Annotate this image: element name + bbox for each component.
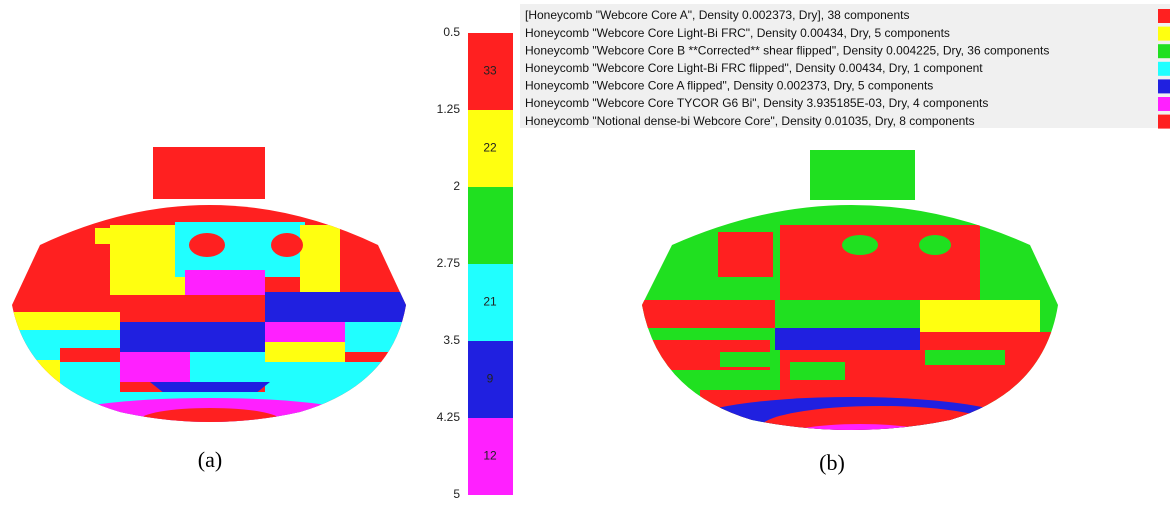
segment-label: 12 — [483, 449, 497, 463]
caption: (a) — [198, 447, 222, 472]
legend-swatch — [1158, 62, 1170, 76]
legend-entry: Honeycomb "Notional dense-bi Webcore Cor… — [525, 114, 975, 128]
tick-label: 4.25 — [437, 410, 461, 424]
tick-label: 2 — [453, 179, 460, 193]
legend-swatch — [1158, 9, 1170, 23]
model-a: (a) — [0, 147, 420, 472]
tick-label: 1.25 — [437, 102, 461, 116]
legend-swatch — [1158, 44, 1170, 58]
figure: (a) (b) 3322219120.51.2522.753.54. — [0, 0, 1170, 503]
legend-entry: Honeycomb "Webcore Core B **Corrected** … — [525, 43, 1049, 57]
legend: [Honeycomb "Webcore Core A", Density 0.0… — [520, 4, 1170, 129]
segment-label: 22 — [483, 141, 497, 155]
colorbar-segment — [468, 187, 513, 264]
tick-label: 5 — [453, 487, 460, 501]
segment-label: 33 — [483, 64, 497, 78]
model-b: (b) — [630, 150, 1070, 475]
legend-swatch — [1158, 79, 1170, 93]
legend-swatch — [1158, 115, 1170, 129]
segment-label: 21 — [483, 295, 497, 309]
legend-entry: Honeycomb "Webcore Core Light-Bi FRC", D… — [525, 26, 950, 40]
tick-label: 0.5 — [443, 25, 460, 39]
legend-entry: Honeycomb "Webcore Core A flipped", Dens… — [525, 79, 933, 93]
legend-entry: Honeycomb "Webcore Core Light-Bi FRC fli… — [525, 61, 983, 75]
tick-label: 2.75 — [437, 256, 461, 270]
tick-label: 3.5 — [443, 333, 460, 347]
legend-swatch — [1158, 27, 1170, 41]
caption: (b) — [819, 450, 845, 475]
legend-entry: [Honeycomb "Webcore Core A", Density 0.0… — [525, 8, 910, 22]
colorbar: 33 22 21 9 12 0.5 1.25 2 2.75 3.5 4.25 5 — [437, 25, 513, 501]
legend-entry: Honeycomb "Webcore Core TYCOR G6 Bi", De… — [525, 96, 988, 110]
segment-label: 9 — [487, 372, 494, 386]
legend-swatch — [1158, 97, 1170, 111]
